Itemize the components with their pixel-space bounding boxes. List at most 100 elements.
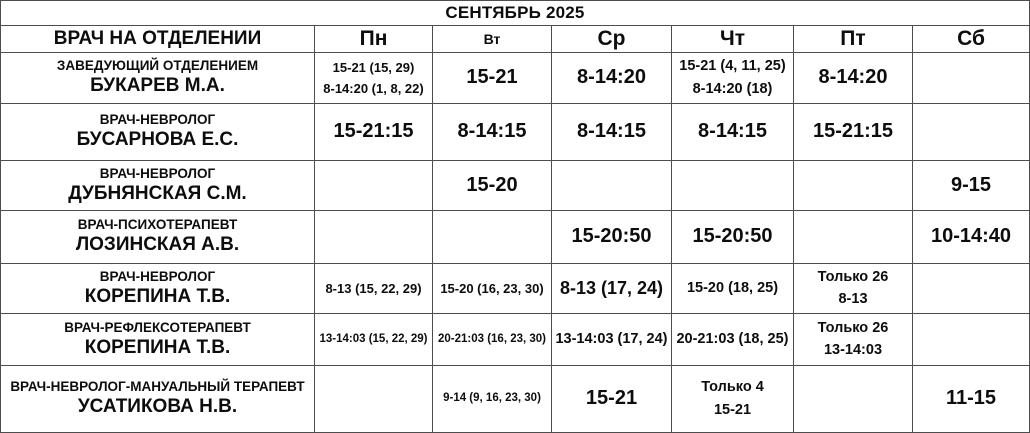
doctor-name: БУКАРЕВ М.А. xyxy=(90,75,225,97)
doctor-position: ВРАЧ-ПСИХОТЕРАПЕВТ xyxy=(77,217,238,233)
schedule-time: 8-13 (17, 24) xyxy=(559,277,664,298)
schedule-time: 8-14:20 xyxy=(577,66,646,89)
month-title: СЕНТЯБРЬ 2025 xyxy=(1,1,1029,26)
schedule-cell: 15-20 (18, 25) xyxy=(672,264,794,314)
schedule-cell: 15-21 xyxy=(433,53,552,104)
schedule-cell xyxy=(913,264,1029,314)
schedule-time: 8-14:20 (1, 8, 22) xyxy=(323,80,424,96)
schedule-time: 15-21 (4, 11, 25) xyxy=(679,58,786,75)
schedule-time: 15-21:15 xyxy=(333,120,414,143)
schedule-cell xyxy=(913,53,1029,104)
doctor-cell: ВРАЧ-ПСИХОТЕРАПЕВТ ЛОЗИНСКАЯ А.В. xyxy=(1,211,315,264)
schedule-cell: 15-20:50 xyxy=(552,211,672,264)
schedule-cell: 8-14:15 xyxy=(433,104,552,161)
doctor-position: ВРАЧ-НЕВРОЛОГ xyxy=(99,268,216,284)
doctor-cell: ВРАЧ-НЕВРОЛОГ КОРЕПИНА Т.В. xyxy=(1,264,315,314)
schedule-time: 15-21:15 xyxy=(812,120,894,143)
schedule-cell xyxy=(315,161,433,211)
schedule-time: Только 26 xyxy=(817,268,889,285)
schedule-time: Только 26 xyxy=(817,319,889,336)
schedule-time: Только 4 xyxy=(701,379,764,396)
doctor-cell: ВРАЧ-РЕФЛЕКСОТЕРАПЕВТ КОРЕПИНА Т.В. xyxy=(1,314,315,366)
schedule-time: 15-20:50 xyxy=(571,225,652,248)
doctor-cell: ВРАЧ-НЕВРОЛОГ ДУБНЯНСКАЯ С.М. xyxy=(1,161,315,211)
schedule-time: 20-21:03 (18, 25) xyxy=(676,330,789,347)
schedule-time: 8-14:15 xyxy=(698,120,767,143)
day-header-fri: Пт xyxy=(794,26,913,53)
schedule-time: 8-14:20 (18) xyxy=(692,80,773,97)
schedule-time: 15-20 (16, 23, 30) xyxy=(440,280,544,296)
schedule-cell: 8-14:15 xyxy=(672,104,794,161)
schedule-cell xyxy=(794,211,913,264)
schedule-cell xyxy=(913,314,1029,366)
schedule-time: 15-21 xyxy=(585,387,638,410)
table-row: ВРАЧ-ПСИХОТЕРАПЕВТ ЛОЗИНСКАЯ А.В. 15-20:50… xyxy=(1,211,1029,264)
doctor-name: УСАТИКОВА Н.В. xyxy=(77,396,238,418)
table-row: ВРАЧ-НЕВРОЛОГ-МАНУАЛЬНЫЙ ТЕРАПЕВТ УСАТИКО… xyxy=(1,366,1029,432)
day-header-wed: Ср xyxy=(552,26,672,53)
schedule-cell: Только 26 8-13 xyxy=(794,264,913,314)
schedule-time: 15-20 (18, 25) xyxy=(686,279,779,296)
schedule-cell: Только 4 15-21 xyxy=(672,366,794,432)
day-header-thu: Чт xyxy=(672,26,794,53)
schedule-cell xyxy=(794,161,913,211)
schedule-cell: 15-21:15 xyxy=(794,104,913,161)
schedule-time: 13-14:03 (17, 24) xyxy=(555,330,668,347)
doctor-name: БУСАРНОВА Е.С. xyxy=(76,129,239,151)
schedule-cell: 8-14:15 xyxy=(552,104,672,161)
schedule-time: 13-14:03 (15, 22, 29) xyxy=(319,332,428,345)
day-header-tue: Вт xyxy=(433,26,552,53)
schedule-time: 20-21:03 (16, 23, 30) xyxy=(437,332,547,345)
doctor-name: КОРЕПИНА Т.В. xyxy=(84,285,231,307)
schedule-cell xyxy=(315,211,433,264)
schedule-cell: 9-14 (9, 16, 23, 30) xyxy=(433,366,552,432)
schedule-cell xyxy=(433,211,552,264)
schedule-cell: 20-21:03 (16, 23, 30) xyxy=(433,314,552,366)
table-row: ВРАЧ-НЕВРОЛОГ БУСАРНОВА Е.С. 15-21:15 8-14:… xyxy=(1,104,1029,161)
table-body: ЗАВЕДУЮЩИЙ ОТДЕЛЕНИЕМ БУКАРЕВ М.А. 15-21 (… xyxy=(1,53,1029,432)
schedule-time: 15-21 (15, 29) xyxy=(332,60,415,76)
schedule-time: 13-14:03 xyxy=(823,342,883,358)
doctor-cell: ЗАВЕДУЮЩИЙ ОТДЕЛЕНИЕМ БУКАРЕВ М.А. xyxy=(1,53,315,104)
day-header-mon: Пн xyxy=(315,26,433,53)
schedule-time: 8-14:20 xyxy=(818,66,888,89)
table-row: ВРАЧ-НЕВРОЛОГ КОРЕПИНА Т.В. 8-13 (15, 22, … xyxy=(1,264,1029,314)
header-row: ВРАЧ НА ОТДЕЛЕНИИ Пн Вт Ср Чт Пт Сб xyxy=(1,26,1029,53)
schedule-cell xyxy=(794,366,913,432)
doctor-column-header: ВРАЧ НА ОТДЕЛЕНИИ xyxy=(1,26,315,53)
schedule-cell xyxy=(315,366,433,432)
doctor-name: КОРЕПИНА Т.В. xyxy=(84,336,231,358)
table-row: ЗАВЕДУЮЩИЙ ОТДЕЛЕНИЕМ БУКАРЕВ М.А. 15-21 (… xyxy=(1,53,1029,104)
schedule-cell: 15-21 (4, 11, 25) 8-14:20 (18) xyxy=(672,53,794,104)
schedule-time: 8-14:15 xyxy=(457,120,527,143)
schedule-cell: 8-13 (17, 24) xyxy=(552,264,672,314)
doctor-position: ВРАЧ-НЕВРОЛОГ-МАНУАЛЬНЫЙ ТЕРАПЕВТ xyxy=(10,379,305,395)
schedule-time: 15-20:50 xyxy=(692,225,773,248)
schedule-time: 15-21 xyxy=(466,66,518,89)
schedule-cell: 15-21 xyxy=(552,366,672,432)
table-row: ВРАЧ-РЕФЛЕКСОТЕРАПЕВТ КОРЕПИНА Т.В. 13-14:… xyxy=(1,314,1029,366)
doctor-position: ВРАЧ-НЕВРОЛОГ xyxy=(99,112,216,128)
doctor-name: ЛОЗИНСКАЯ А.В. xyxy=(75,234,240,256)
doctor-cell: ВРАЧ-НЕВРОЛОГ-МАНУАЛЬНЫЙ ТЕРАПЕВТ УСАТИКО… xyxy=(1,366,315,432)
schedule-cell: 13-14:03 (17, 24) xyxy=(552,314,672,366)
schedule-cell: 15-21:15 xyxy=(315,104,433,161)
schedule-cell: 15-21 (15, 29) 8-14:20 (1, 8, 22) xyxy=(315,53,433,104)
schedule-cell: 11-15 xyxy=(913,366,1029,432)
schedule-cell: 15-20 xyxy=(433,161,552,211)
schedule-time: 8-13 (15, 22, 29) xyxy=(325,280,422,296)
schedule-time: 10-14:40 xyxy=(930,225,1012,248)
schedule-time: 8-14:15 xyxy=(577,120,646,143)
doctor-position: ВРАЧ-РЕФЛЕКСОТЕРАПЕВТ xyxy=(64,319,251,335)
doctor-name: ДУБНЯНСКАЯ С.М. xyxy=(68,182,247,204)
doctor-cell: ВРАЧ-НЕВРОЛОГ БУСАРНОВА Е.С. xyxy=(1,104,315,161)
schedule-time: 15-21 xyxy=(713,401,752,418)
schedule-cell: 8-13 (15, 22, 29) xyxy=(315,264,433,314)
day-header-sat: Сб xyxy=(913,26,1029,53)
schedule-cell: 10-14:40 xyxy=(913,211,1029,264)
schedule-cell: 8-14:20 xyxy=(552,53,672,104)
schedule-cell xyxy=(672,161,794,211)
schedule-cell: 20-21:03 (18, 25) xyxy=(672,314,794,366)
schedule-time: 9-14 (9, 16, 23, 30) xyxy=(443,392,541,405)
